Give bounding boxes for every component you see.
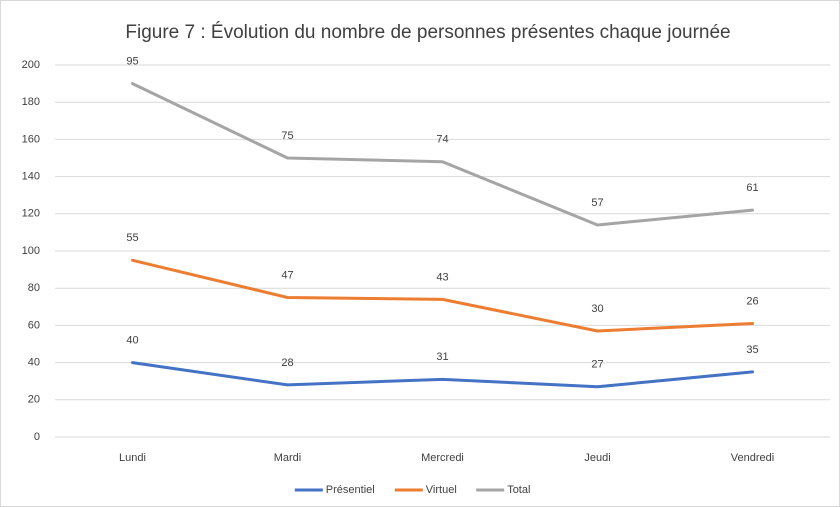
chart-title: Figure 7 : Évolution du nombre de person… <box>125 22 730 43</box>
data-label: 31 <box>436 351 448 363</box>
data-label: 28 <box>281 357 293 369</box>
data-label: 30 <box>591 303 603 315</box>
y-tick-label: 20 <box>28 394 40 406</box>
legend-label: Virtuel <box>426 484 457 496</box>
y-tick-label: 200 <box>22 59 40 71</box>
data-label: 26 <box>746 295 758 307</box>
data-label: 40 <box>126 335 138 347</box>
data-label: 35 <box>746 344 758 356</box>
data-label: 57 <box>591 197 603 209</box>
series-line <box>131 258 754 333</box>
y-tick-label: 0 <box>34 431 40 443</box>
data-label: 61 <box>746 182 758 194</box>
data-label: 95 <box>126 56 138 68</box>
y-tick-label: 60 <box>28 319 40 331</box>
y-tick-label: 140 <box>22 171 40 183</box>
series-line <box>131 361 754 389</box>
series-line <box>131 82 754 227</box>
y-tick-label: 180 <box>22 96 40 108</box>
x-tick-label: Jeudi <box>584 452 610 464</box>
x-tick-label: Vendredi <box>731 452 774 464</box>
y-tick-label: 40 <box>28 357 40 369</box>
data-label: 47 <box>281 269 293 281</box>
x-tick-label: Lundi <box>119 452 146 464</box>
data-label: 55 <box>126 232 138 244</box>
data-label: 74 <box>436 134 448 146</box>
y-tick-label: 160 <box>22 133 40 145</box>
data-label: 75 <box>281 130 293 142</box>
data-label: 27 <box>591 359 603 371</box>
x-tick-label: Mercredi <box>421 452 464 464</box>
legend-label: Présentiel <box>326 484 375 496</box>
x-tick-label: Mardi <box>274 452 302 464</box>
y-tick-label: 80 <box>28 282 40 294</box>
data-label: 43 <box>436 271 448 283</box>
y-tick-label: 100 <box>22 245 40 257</box>
legend-label: Total <box>507 484 530 496</box>
y-tick-label: 120 <box>22 208 40 220</box>
